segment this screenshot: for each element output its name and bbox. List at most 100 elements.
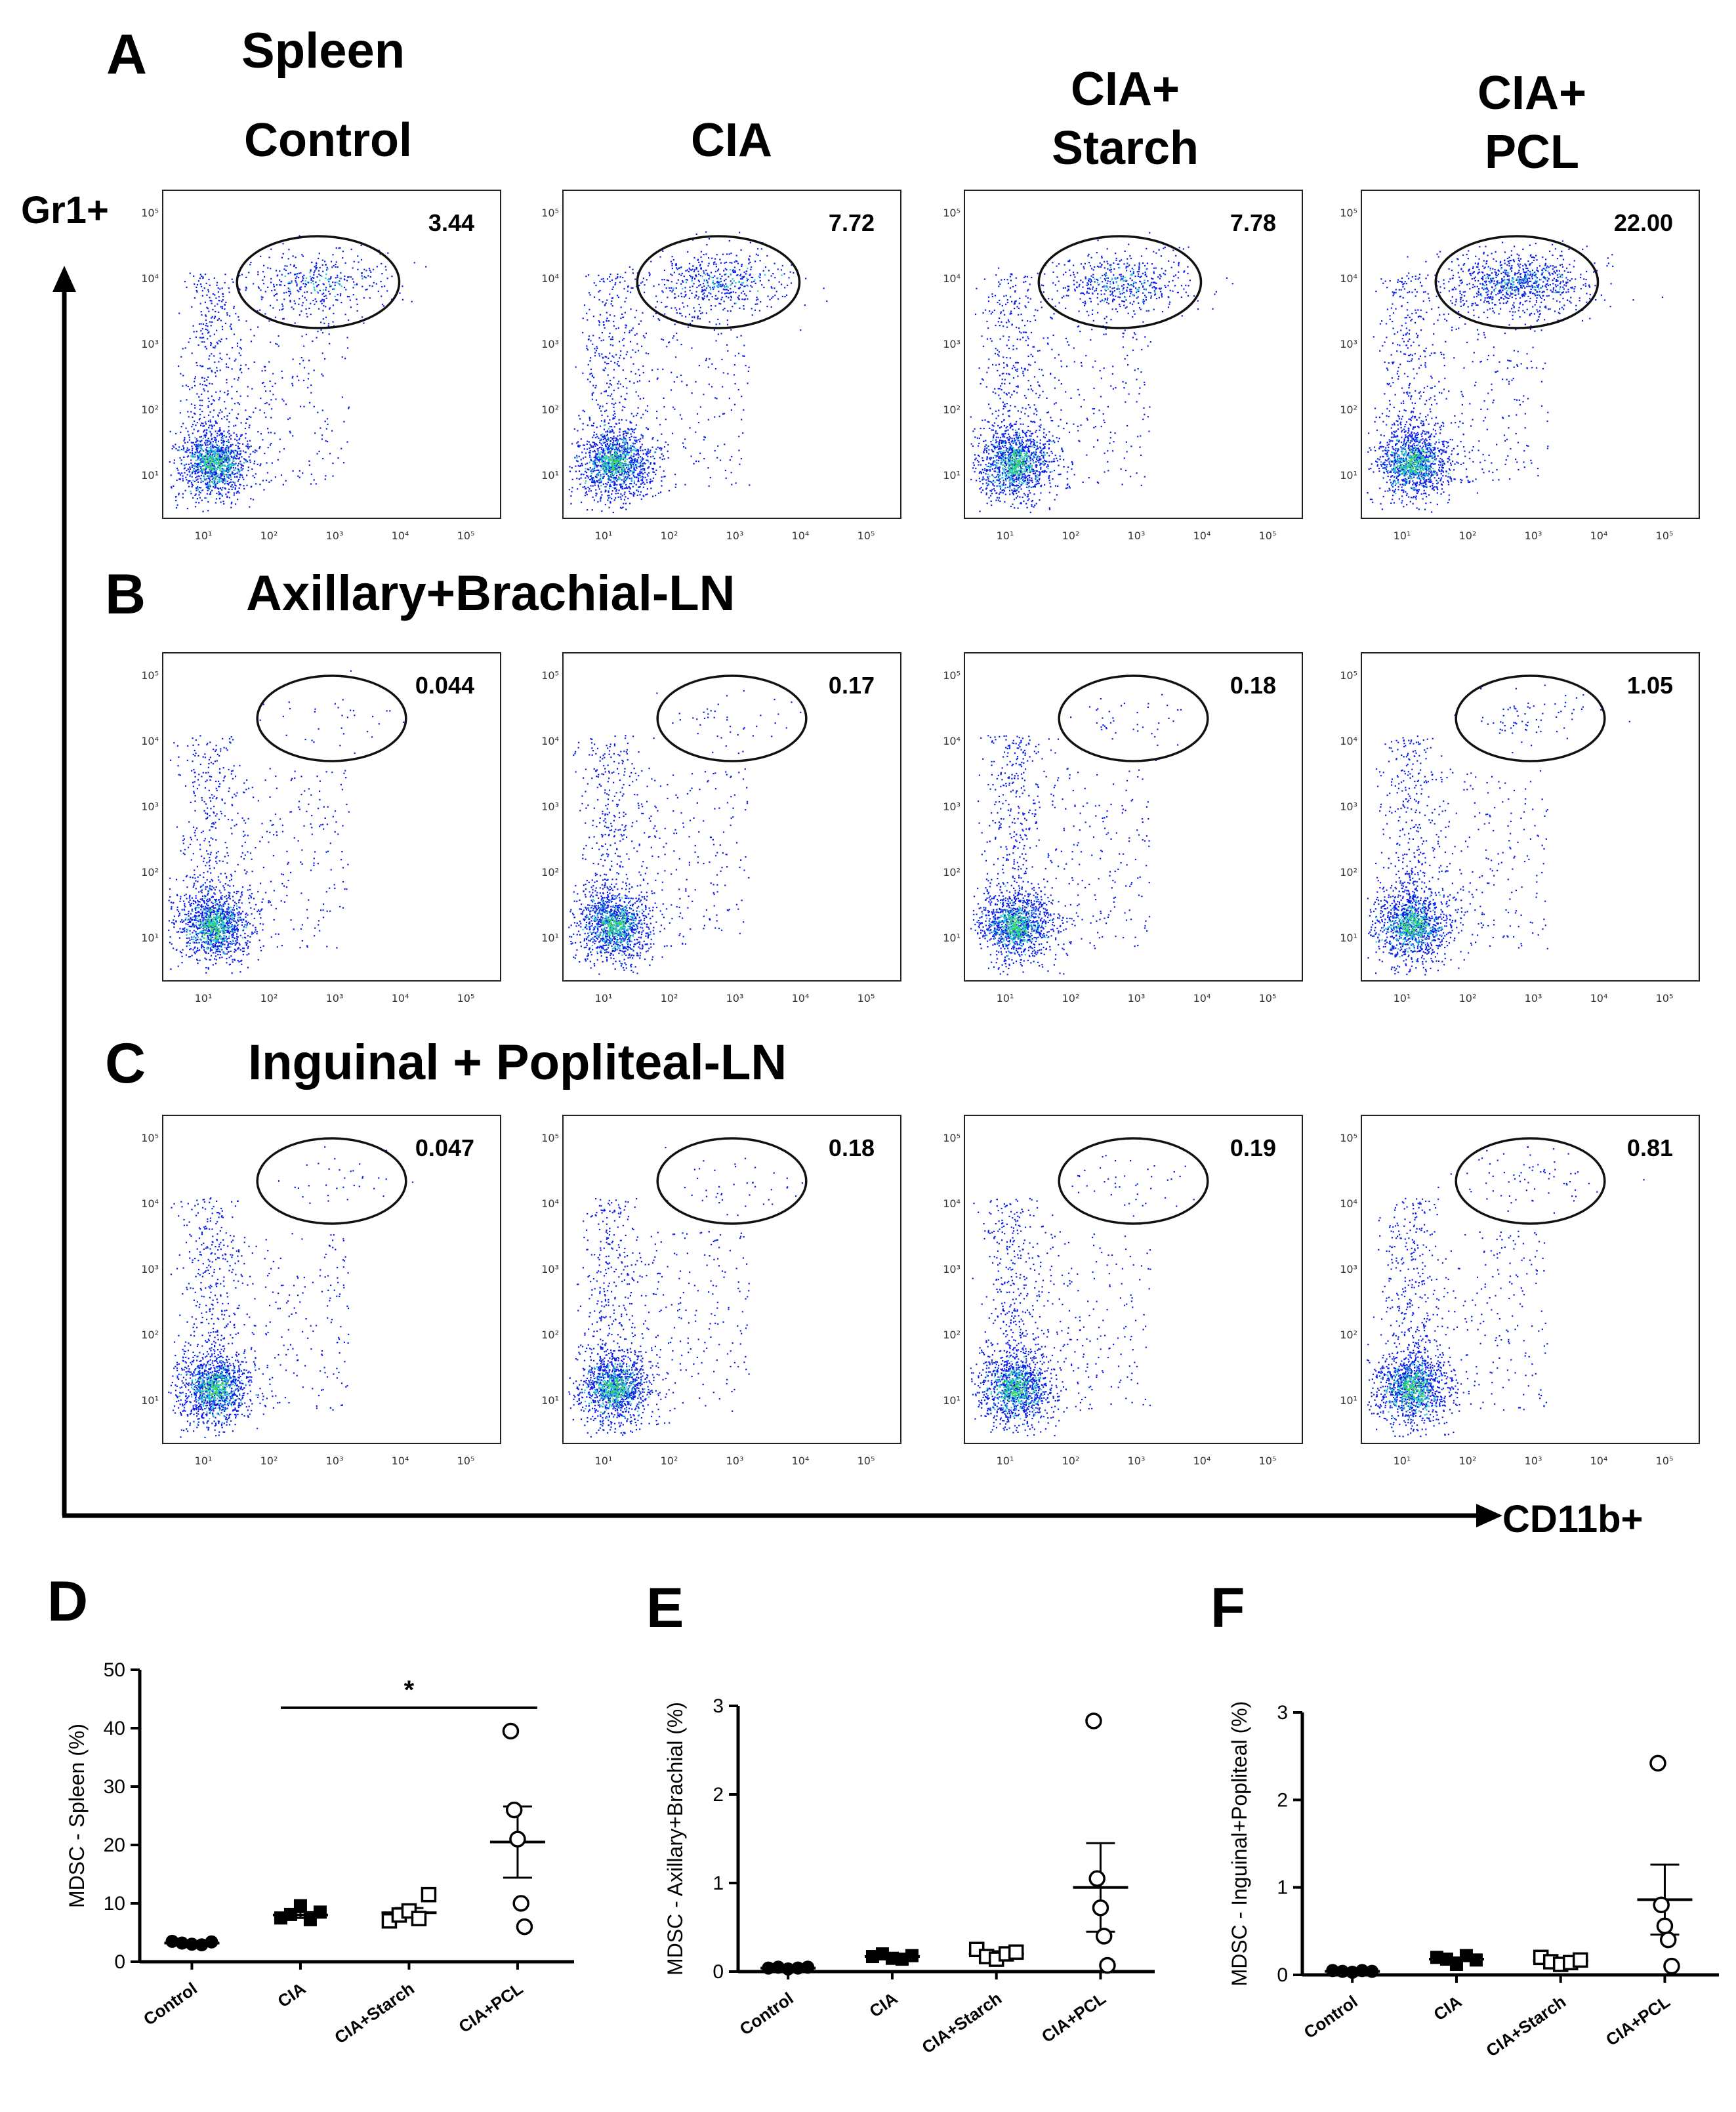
flow-event-dot [195, 506, 196, 507]
flow-event-dot [192, 497, 194, 499]
flow-event-dot [189, 466, 190, 468]
flow-event-dot [224, 483, 225, 484]
flow-event-dot [230, 486, 232, 487]
flow-event-dot [220, 440, 222, 441]
flow-event-dot [196, 444, 197, 445]
flow-event-dot [232, 444, 234, 445]
flow-event-dot [264, 453, 265, 454]
flow-event-dot [198, 502, 199, 503]
flow-event-dot [250, 417, 251, 418]
flow-event-dot [235, 467, 236, 468]
flow-event-dot [254, 451, 255, 453]
flow-event-dot [202, 511, 203, 512]
flow-event-dot [207, 501, 209, 503]
flow-event-dot [221, 437, 222, 438]
flow-event-dot [222, 487, 223, 488]
flow-event-dot [206, 487, 207, 488]
flow-event-dot [209, 460, 211, 461]
flow-event-dot [190, 411, 192, 413]
flow-event-dot [214, 440, 215, 441]
flow-event-dot [197, 452, 199, 453]
flow-event-dot [238, 480, 239, 482]
flow-event-dot [236, 440, 238, 441]
flow-event-dot [228, 489, 230, 490]
flow-event-dot [228, 426, 230, 427]
flow-event-dot [188, 464, 190, 465]
flow-event-dot [226, 474, 227, 475]
flow-event-dot [234, 492, 235, 493]
flow-event-dot [241, 474, 243, 476]
flow-event-dot [246, 474, 247, 476]
flow-event-dot [209, 480, 211, 481]
flow-event-dot [234, 439, 236, 440]
flow-event-dot [211, 439, 213, 440]
flow-event-dot [198, 457, 199, 459]
flow-event-dot [225, 493, 226, 495]
flow-event-dot [237, 499, 238, 500]
flow-event-dot [184, 437, 185, 438]
flow-event-dot [185, 490, 186, 491]
flow-event-dot [207, 487, 209, 489]
flow-event-dot [200, 482, 201, 483]
flow-event-dot [236, 492, 238, 493]
flow-event-dot [180, 474, 181, 476]
flow-event-dot [222, 447, 224, 448]
flow-event-dot [197, 478, 198, 480]
flow-event-dot [184, 467, 186, 468]
flow-event-dot [240, 484, 241, 486]
flow-event-dot [219, 451, 220, 452]
flow-event-dot [251, 486, 252, 487]
flow-event-dot [190, 463, 192, 464]
flow-event-dot [242, 468, 243, 469]
flow-event-dot [226, 447, 227, 448]
flow-event-dot [227, 481, 228, 482]
flow-event-dot [230, 482, 232, 483]
flow-event-dot [228, 430, 230, 431]
flow-event-dot [247, 461, 248, 462]
flow-event-dot [204, 479, 205, 480]
flow-event-dot [173, 486, 174, 487]
flow-event-dot [243, 479, 244, 480]
flow-event-dot [254, 461, 255, 462]
flow-event-dot [209, 482, 210, 483]
flow-event-dot [228, 474, 230, 476]
flow-event-dot [189, 440, 190, 441]
flow-event-dot [259, 446, 260, 447]
flow-event-dot [249, 416, 250, 417]
flow-event-dot [230, 507, 232, 508]
flow-event-dot [213, 486, 214, 487]
flow-event-dot [175, 500, 176, 501]
flow-event-dot [189, 471, 190, 472]
flow-event-dot [235, 487, 236, 489]
flow-event-dot [194, 444, 196, 445]
flow-event-dot [212, 479, 213, 480]
flow-event-dot [186, 479, 187, 480]
section-title-axillary-brachial: Axillary+Brachial-LN [246, 566, 735, 621]
flow-event-dot [244, 459, 245, 460]
flow-event-dot [253, 475, 254, 476]
flow-event-dot [251, 445, 252, 447]
flow-event-dot [234, 456, 235, 457]
flow-event-dot [189, 437, 190, 438]
flow-event-dot [201, 436, 202, 438]
flow-event-dot [201, 411, 203, 412]
flow-event-dot [220, 487, 221, 489]
flow-event-dot [258, 447, 260, 449]
flow-event-dot [222, 482, 224, 483]
flow-event-dot [226, 459, 227, 461]
flow-event-dot [190, 468, 191, 470]
flow-event-dot [176, 507, 177, 508]
flow-event-dot [195, 445, 196, 447]
flow-event-dot [178, 494, 179, 495]
flow-event-dot [245, 409, 246, 411]
flow-event-dot [199, 414, 201, 415]
flow-event-dot [188, 455, 189, 457]
flow-event-dot [216, 439, 217, 440]
flow-event-dot [198, 494, 199, 495]
flow-event-dot [243, 485, 244, 486]
flow-event-dot [224, 476, 225, 477]
flow-event-dot [207, 493, 208, 495]
flow-event-dot [232, 484, 233, 486]
flow-event-dot [247, 446, 248, 447]
flow-event-dot [249, 440, 251, 442]
